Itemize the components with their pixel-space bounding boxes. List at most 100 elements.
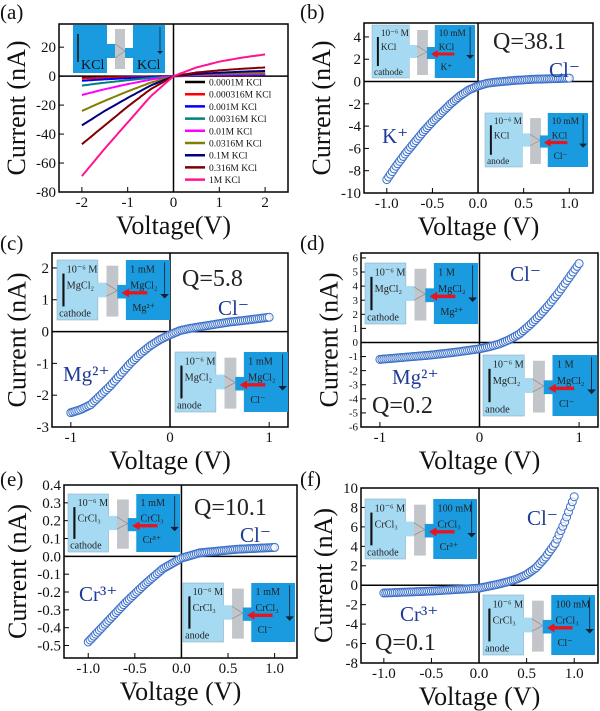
y-tick-label: 1 bbox=[42, 293, 50, 309]
x-axis-title: Voltage (V) bbox=[109, 446, 231, 475]
left-salt-label: KCl bbox=[494, 131, 510, 141]
anode-schematic-inset: 10⁻⁶ M CrCl₃ anode 100 mM CrCl₃ Cl⁻ bbox=[482, 594, 595, 656]
conical-pore bbox=[414, 286, 426, 301]
y-tick-label: 2 bbox=[354, 52, 362, 68]
electrode-label: anode bbox=[185, 630, 210, 641]
right-salt-label: MgCl₂ bbox=[557, 376, 585, 387]
electrode-label: anode bbox=[485, 404, 510, 415]
right-salt-label: CrCl₃ bbox=[141, 513, 165, 524]
y-tick-label: -1 bbox=[37, 356, 50, 372]
x-tick-label: 0.0 bbox=[469, 196, 488, 212]
right-concentration-label: 1 mM bbox=[130, 264, 155, 275]
ground-icon bbox=[467, 532, 476, 538]
y-tick-label: 3 bbox=[353, 295, 359, 307]
reservoir-neck bbox=[242, 607, 253, 621]
x-tick-label: -0.5 bbox=[421, 196, 445, 212]
right-concentration-label: 10 mM bbox=[439, 29, 467, 39]
x-tick-label: 0 bbox=[170, 195, 178, 211]
cathode-schematic-inset: 10⁻⁶ M CrCl₃ cathode 100 mM CrCl₃ Cr³⁺ bbox=[364, 498, 477, 560]
data-markers bbox=[382, 73, 574, 185]
nanochannel-membrane bbox=[232, 588, 244, 639]
right-salt-label: CrCl₃ bbox=[438, 519, 462, 530]
cation-label: Cr³⁺ bbox=[400, 602, 438, 626]
x-tick-label: 1.0 bbox=[560, 196, 579, 212]
y-tick-label: 2 bbox=[353, 309, 359, 321]
y-tick-label: 0.3 bbox=[42, 496, 61, 512]
high-concentration-reservoir bbox=[433, 499, 477, 559]
nanochannel-membrane bbox=[117, 499, 129, 549]
ion-label: Cl⁻ bbox=[559, 399, 574, 410]
left-salt-label: MgCl₂ bbox=[493, 376, 521, 387]
ion-label: Cr³⁺ bbox=[440, 542, 459, 553]
y-tick-label: -4 bbox=[349, 119, 362, 135]
anion-label: Cl⁻ bbox=[549, 58, 580, 82]
ground-icon bbox=[587, 389, 596, 395]
high-concentration-reservoir bbox=[136, 494, 180, 552]
y-tick-label: -2 bbox=[346, 598, 359, 614]
y-tick-label: -6 bbox=[349, 422, 359, 434]
x-axis-title: Voltage (V) bbox=[419, 682, 541, 711]
y-tick-label: 0.1 bbox=[42, 531, 61, 547]
left-salt-label: CrCl₃ bbox=[493, 615, 517, 626]
left-concentration-label: 10⁻⁶ M bbox=[193, 587, 224, 598]
arrow-head-icon bbox=[548, 383, 556, 393]
high-concentration-reservoir bbox=[243, 352, 288, 412]
right-salt-label: MgCl₂ bbox=[130, 280, 158, 291]
data-markers bbox=[83, 542, 280, 647]
y-tick-label: 0 bbox=[353, 337, 359, 349]
y-tick-label: -2 bbox=[349, 365, 358, 377]
y-tick-label: 1 bbox=[353, 323, 359, 335]
cation-label: K⁺ bbox=[382, 124, 408, 148]
arrow-head-icon bbox=[429, 291, 438, 301]
electrode-label: cathode bbox=[367, 547, 399, 558]
left-salt-label: MgCl₂ bbox=[67, 280, 95, 291]
nanochannel-membrane bbox=[532, 360, 545, 413]
ground-icon bbox=[585, 628, 594, 634]
nanochannel-membrane bbox=[224, 357, 237, 409]
ground-icon bbox=[579, 143, 588, 148]
y-tick-label: -10 bbox=[341, 186, 361, 202]
x-tick-label: -2 bbox=[76, 195, 89, 211]
left-concentration-label: 10⁻⁶ M bbox=[78, 498, 109, 509]
y-tick-label: 0 bbox=[42, 325, 50, 341]
y-tick-label: -6 bbox=[349, 141, 362, 157]
y-tick-label: 8 bbox=[351, 500, 359, 516]
ground-icon bbox=[285, 616, 294, 621]
left-salt-label: MgCl₂ bbox=[375, 284, 403, 295]
x-tick-label: -1 bbox=[374, 430, 387, 446]
y-tick-label: -4 bbox=[349, 393, 359, 405]
x-tick-label: 2 bbox=[261, 195, 269, 211]
data-point bbox=[270, 542, 280, 552]
cation-label: Cr³⁺ bbox=[79, 582, 117, 606]
x-axis-title: Voltage (V) bbox=[419, 446, 541, 475]
nanochannel-membrane bbox=[115, 29, 125, 69]
x-tick-label: -1.0 bbox=[372, 666, 396, 682]
rectification-ratio-label: Q=5.8 bbox=[182, 266, 243, 292]
arrow-head-icon bbox=[543, 138, 551, 147]
right-salt-label: KCl bbox=[439, 43, 455, 53]
left-salt-label: MgCl₂ bbox=[185, 372, 213, 383]
x-axis-title: Voltage (V) bbox=[120, 677, 242, 706]
reservoir-neck bbox=[521, 133, 532, 147]
nanochannel-membrane bbox=[414, 268, 427, 321]
arrow-head-icon bbox=[239, 380, 248, 390]
anode-schematic-inset: 10⁻⁶ M KCl anode 10 mM KCl Cl⁻ bbox=[484, 112, 588, 168]
left-salt-label: KCl bbox=[381, 43, 397, 53]
right-concentration-label: 1 mM bbox=[141, 498, 165, 509]
reservoir-neck bbox=[542, 619, 553, 634]
arrow-head-icon bbox=[547, 623, 555, 633]
x-tick-label: -0.5 bbox=[420, 666, 444, 682]
left-concentration-label: 10⁻⁶ M bbox=[381, 29, 410, 39]
y-tick-label: -0.3 bbox=[37, 603, 61, 619]
right-salt-label: MgCl₂ bbox=[438, 284, 466, 295]
left-concentration-label: 10⁻⁶ M bbox=[67, 264, 98, 275]
right-concentration-label: 1 M bbox=[557, 359, 574, 370]
high-concentration-reservoir bbox=[251, 583, 295, 642]
high-concentration-reservoir bbox=[552, 355, 597, 416]
cathode-schematic-inset: 10⁻⁶ M KCl cathode 10 mM KCl K⁺ bbox=[371, 24, 475, 79]
conical-pore bbox=[106, 283, 118, 297]
arrow-head-icon bbox=[132, 521, 140, 531]
x-tick-label: -0.5 bbox=[123, 661, 147, 677]
y-tick-label: 4 bbox=[351, 539, 359, 555]
panel-d: (d) -1 0 1 -6 -5 -4 -3 -2 -1 0 1 2 3 4 5 6 Voltage (V) Cur… bbox=[300, 231, 599, 475]
